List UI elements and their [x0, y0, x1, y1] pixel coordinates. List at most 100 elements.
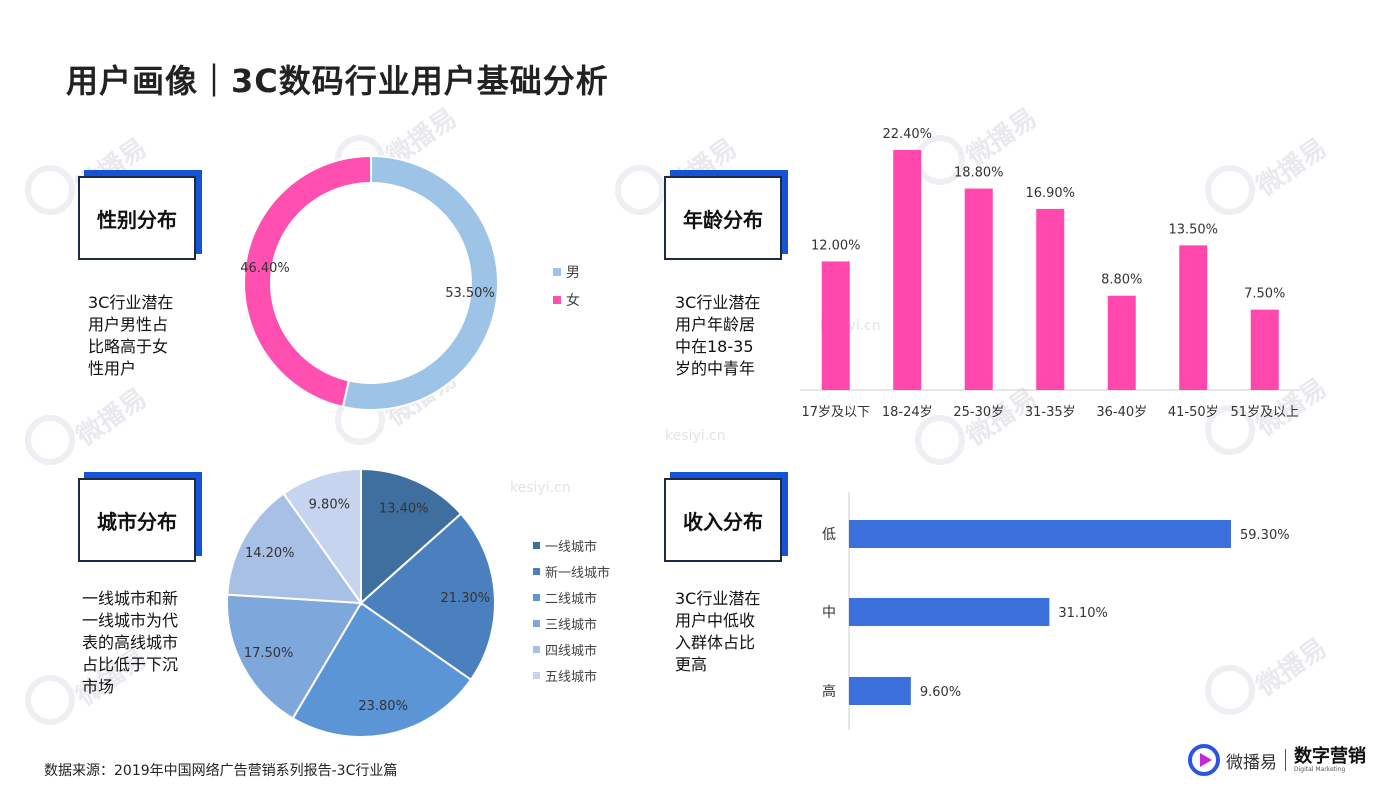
income-line: 入群体占比 [675, 633, 756, 652]
city-legend-swatch [533, 646, 540, 653]
gender-legend-swatch [553, 296, 561, 304]
income-line: 更高 [675, 655, 708, 674]
income-tick-label: 高 [822, 683, 836, 700]
age-description: 3C行业潜在 用户年龄居中在18-35 岁的中青年 [675, 292, 760, 380]
gender-legend-label: 男 [566, 265, 580, 281]
city-data-label: 21.30% [441, 591, 491, 606]
city-legend-swatch [533, 672, 540, 679]
watermark-mark [25, 165, 75, 215]
age-tick-label: 36-40岁 [1096, 405, 1147, 420]
income-tick-label: 中 [822, 605, 836, 621]
city-slice [291, 601, 473, 738]
city-data-label: 14.20% [245, 546, 295, 561]
age-data-label: 18.80% [954, 166, 1004, 181]
gender-legend-label: 女 [566, 292, 580, 309]
age-bar [893, 150, 922, 390]
income-description: 3C行业潜在 用户中低收入群体占比更高 [675, 588, 760, 676]
age-tick-label: 51岁及以上 [1230, 405, 1299, 420]
age-bar [1107, 295, 1136, 390]
age-bar [1036, 208, 1065, 390]
city-data-label: 13.40% [379, 502, 429, 517]
city-slice [359, 512, 496, 682]
watermark-mark [1205, 665, 1255, 715]
age-section-label: 年龄分布 [664, 176, 782, 260]
city-legend-label: 一线城市 [545, 539, 597, 555]
income-data-label: 9.60% [920, 685, 961, 700]
play-logo-icon [1188, 744, 1220, 776]
age-tick-label: 17岁及以下 [801, 405, 870, 420]
gender-line: 3C行业潜在 [88, 293, 174, 312]
income-data-label: 59.30% [1240, 528, 1290, 543]
city-data-label: 9.80% [309, 497, 350, 512]
age-data-label: 12.00% [811, 238, 861, 253]
city-section-label: 城市分布 [78, 478, 196, 562]
income-bar [849, 598, 1050, 626]
income-tick-label: 低 [822, 527, 836, 543]
age-line: 岁的中青年 [675, 359, 756, 378]
age-line: 用户年龄居 [675, 315, 756, 334]
logo-brand: 数字营销 [1294, 745, 1366, 767]
gender-data-label: 53.50% [445, 286, 495, 301]
gender-slice [243, 154, 372, 409]
age-data-label: 16.90% [1025, 186, 1075, 201]
age-data-label: 8.80% [1101, 273, 1142, 288]
gender-description: 3C行业潜在 用户男性占 比略高于女 性用户 [88, 292, 173, 380]
page-title: 用户画像｜3C数码行业用户基础分析 [66, 62, 609, 100]
city-legend-swatch [533, 542, 540, 549]
gender-line: 比略高于女 [88, 337, 169, 356]
income-line: 3C行业潜在 [675, 589, 761, 608]
age-data-label: 13.50% [1168, 222, 1218, 237]
city-line: 表的高线城市 [82, 633, 179, 652]
age-bar [1179, 245, 1208, 390]
gender-legend-swatch [553, 268, 561, 276]
age-line: 3C行业潜在 [675, 293, 761, 312]
watermark-mark [1205, 165, 1255, 215]
city-line: 一线城市为代 [82, 611, 179, 630]
age-tick-label: 25-30岁 [953, 405, 1004, 420]
age-bar [821, 261, 850, 390]
city-description: 一线城市和新 一线城市为代 表的高线城市 占比低于下沉 市场 [82, 588, 178, 698]
age-bar [1250, 309, 1279, 390]
watermark-site: kesiyi.cn [510, 480, 571, 496]
watermark-mark [615, 165, 665, 215]
city-data-label: 17.50% [244, 646, 294, 661]
city-legend-label: 二线城市 [545, 591, 597, 607]
income-bar [849, 677, 911, 705]
city-line: 占比低于下沉 [82, 655, 179, 674]
city-data-label: 23.80% [358, 699, 408, 714]
city-legend-swatch [533, 568, 540, 575]
income-bar [849, 520, 1231, 548]
city-legend-label: 三线城市 [545, 617, 597, 633]
age-data-label: 22.40% [882, 127, 932, 142]
age-data-label: 7.50% [1244, 287, 1285, 302]
gender-data-label: 46.40% [240, 261, 290, 276]
city-legend-label: 五线城市 [545, 669, 597, 685]
city-line: 市场 [82, 677, 115, 696]
logo-brand-block: 数字营销 Digital Marketing [1294, 745, 1366, 773]
income-data-label: 31.10% [1058, 606, 1108, 621]
brand-logo: 微播易 数字营销 Digital Marketing [1188, 740, 1388, 780]
age-tick-label: 18-24岁 [882, 405, 933, 420]
data-source-note: 数据来源：2019年中国网络广告营销系列报告-3C行业篇 [44, 763, 398, 779]
age-tick-label: 41-50岁 [1168, 405, 1219, 420]
logo-separator [1285, 749, 1286, 771]
watermark-mark [915, 415, 965, 465]
watermark-site: kesiyi.cn [665, 428, 726, 444]
city-legend-label: 新一线城市 [545, 565, 610, 581]
income-section-label: 收入分布 [664, 478, 782, 562]
watermark-mark [1205, 405, 1255, 455]
city-line: 一线城市和新 [82, 589, 179, 608]
city-legend-swatch [533, 594, 540, 601]
city-slice [226, 492, 364, 605]
city-slice [282, 467, 362, 607]
gender-line: 用户男性占 [88, 315, 169, 334]
age-tick-label: 31-35岁 [1025, 405, 1076, 420]
city-slice [360, 467, 463, 606]
gender-section-label: 性别分布 [78, 176, 196, 260]
age-line: 中在18-35 [675, 337, 754, 356]
watermark-mark [25, 415, 75, 465]
city-legend-label: 四线城市 [545, 643, 597, 659]
logo-name: 微播易 [1226, 752, 1277, 773]
income-line: 用户中低收 [675, 611, 756, 630]
